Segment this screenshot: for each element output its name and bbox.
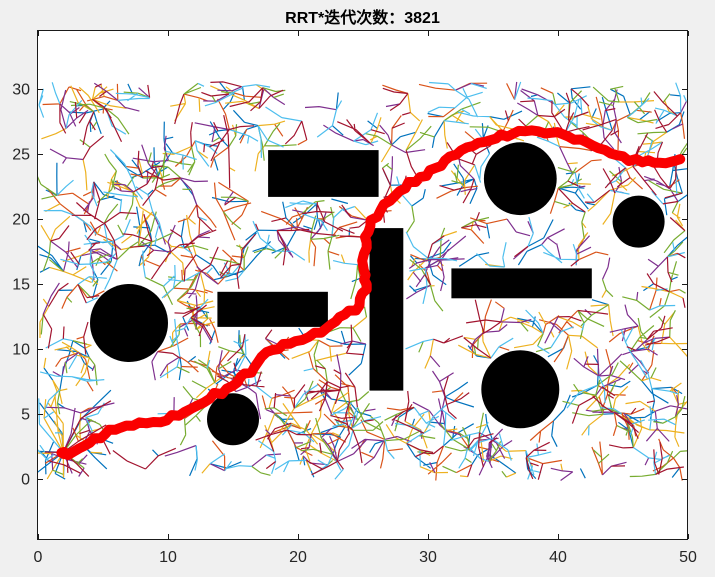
y-tick-label: 25 [12, 147, 30, 164]
obstacle-circle [612, 195, 665, 248]
x-tick-label: 20 [289, 549, 307, 566]
x-tick-label: 10 [159, 549, 177, 566]
axes-box [37, 30, 688, 540]
axes-box-group [37, 30, 689, 540]
obstacle-circle [481, 350, 560, 429]
obstacle-rect [217, 291, 328, 327]
tree-branches [37, 81, 687, 480]
x-tick-label: 0 [34, 549, 43, 566]
x-tick-label: 50 [679, 549, 697, 566]
obstacle-circle [90, 284, 168, 362]
obstacles [90, 142, 665, 446]
obstacle-rect [268, 150, 379, 197]
y-tick-label: 5 [21, 407, 30, 424]
obstacle-circle [207, 393, 259, 446]
obstacle-rect [369, 228, 404, 391]
obstacle-rect [451, 268, 592, 299]
y-tick-label: 30 [12, 82, 30, 99]
tree-branches [42, 81, 686, 480]
x-tick-label: 30 [419, 549, 437, 566]
y-tick-label: 15 [12, 277, 30, 294]
rrt-tree [37, 81, 688, 481]
planned-path [56, 125, 686, 460]
y-tick-label: 0 [21, 472, 30, 489]
obstacle-circle [483, 142, 557, 216]
x-tick-label: 40 [549, 549, 567, 566]
plot-data-layer [37, 81, 688, 481]
figure-title: RRT*迭代次数：3821 [285, 10, 440, 27]
y-tick-label: 20 [12, 212, 30, 229]
start-marker [58, 447, 70, 459]
tree-branches [42, 81, 688, 481]
y-tick-label: 10 [12, 342, 30, 359]
tick-labels: 0 10 20 30 40 50 0 5 10 15 20 25 30 [12, 82, 697, 567]
